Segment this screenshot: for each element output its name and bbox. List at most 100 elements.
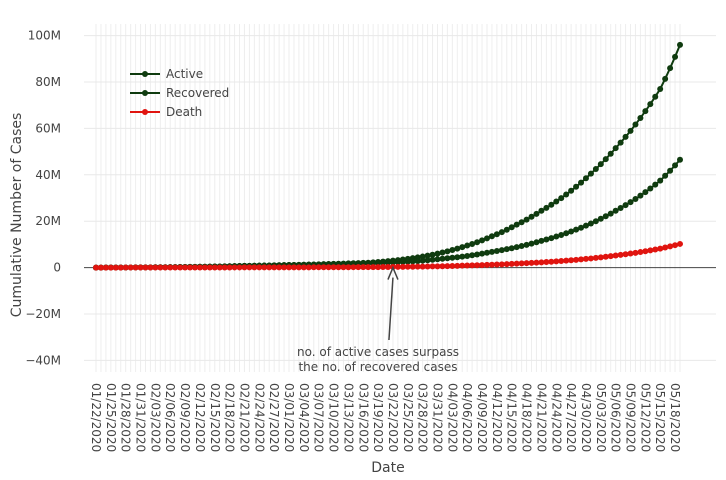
data-point [112, 264, 119, 271]
data-point [399, 263, 406, 270]
data-point [642, 248, 649, 255]
data-point [518, 260, 525, 267]
data-point [553, 233, 560, 240]
data-point [167, 264, 174, 271]
data-point [385, 263, 391, 270]
data-point [548, 235, 555, 242]
data-point [236, 264, 243, 271]
data-point [459, 262, 466, 269]
data-point [424, 257, 431, 264]
x-tick-label: 03/31/2020 [430, 383, 444, 452]
data-point [558, 258, 565, 265]
x-tick-label: 05/03/2020 [594, 383, 608, 452]
x-tick-label: 04/21/2020 [534, 383, 548, 452]
data-point [657, 85, 664, 92]
data-point [662, 172, 669, 179]
data-point [503, 246, 510, 253]
data-point [652, 181, 659, 188]
data-point [261, 264, 268, 271]
y-tick-label: 20M [35, 214, 61, 228]
data-point [558, 231, 565, 238]
data-point [597, 254, 604, 261]
data-point [132, 264, 139, 271]
data-point [677, 240, 683, 247]
data-point [241, 264, 248, 271]
data-point [602, 213, 609, 220]
data-point [350, 264, 357, 271]
x-axis: 01/22/2020 01/25/2020 01/28/2020 01/31/2020… [89, 383, 682, 452]
data-point [330, 264, 337, 271]
data-point [182, 264, 189, 271]
data-point [568, 257, 575, 264]
legend-label: Active [166, 67, 203, 81]
data-point [187, 264, 194, 271]
legend-item-active[interactable]: Active [130, 67, 203, 81]
annotation-text: the no. of recovered cases [298, 360, 457, 374]
legend[interactable]: Active Recovered Death [130, 67, 229, 119]
x-tick-label: 02/06/2020 [163, 383, 177, 452]
data-point [454, 254, 461, 261]
data-point [434, 256, 441, 263]
data-point [469, 252, 476, 259]
data-point [587, 255, 594, 262]
x-tick-label: 05/15/2020 [653, 383, 667, 452]
data-point [97, 264, 104, 271]
data-point [162, 264, 169, 271]
data-point [622, 202, 629, 209]
x-tick-label: 02/24/2020 [252, 383, 266, 452]
data-point [508, 260, 515, 267]
data-point [582, 222, 589, 229]
data-point [439, 249, 446, 256]
y-tick-label: 0 [53, 261, 61, 275]
data-point [558, 195, 565, 202]
data-point [493, 231, 500, 238]
data-point [380, 259, 387, 266]
legend-item-death[interactable]: Death [130, 105, 202, 119]
data-point [612, 252, 619, 259]
data-point [543, 204, 550, 211]
data-point [191, 264, 198, 271]
legend-marker [142, 109, 148, 115]
data-point [464, 262, 471, 269]
y-axis-title: Cumulative Number of Cases [9, 113, 25, 318]
data-point [553, 198, 560, 205]
data-point [439, 263, 446, 270]
data-point [434, 250, 441, 257]
x-tick-label: 03/07/2020 [312, 383, 326, 452]
data-point [335, 264, 342, 271]
data-point [424, 263, 431, 270]
x-tick-label: 02/18/2020 [223, 383, 237, 452]
data-point [177, 264, 184, 271]
data-point [429, 256, 436, 263]
data-point [642, 108, 649, 115]
x-tick-label: 03/19/2020 [371, 383, 385, 452]
data-point [617, 205, 624, 212]
data-point [449, 254, 456, 261]
data-point [498, 229, 505, 236]
data-point [597, 215, 604, 222]
x-tick-label: 03/10/2020 [327, 383, 341, 452]
data-point [607, 210, 614, 217]
data-point [607, 253, 614, 260]
data-point [300, 264, 307, 271]
data-point [266, 264, 273, 271]
data-point [469, 240, 476, 247]
data-point [667, 243, 674, 250]
x-tick-label: 04/30/2020 [579, 383, 593, 452]
data-point [439, 255, 446, 262]
data-point [172, 264, 179, 271]
data-point [592, 254, 599, 261]
x-tick-label: 04/09/2020 [475, 383, 489, 452]
data-point [647, 247, 654, 254]
data-point [627, 127, 634, 134]
data-point [488, 261, 495, 268]
x-tick-label: 03/01/2020 [282, 383, 296, 452]
legend-item-recovered[interactable]: Recovered [130, 86, 229, 100]
data-point [662, 75, 669, 82]
data-point [380, 264, 387, 271]
data-point [305, 264, 312, 271]
data-point [672, 53, 679, 60]
data-point [563, 230, 570, 237]
